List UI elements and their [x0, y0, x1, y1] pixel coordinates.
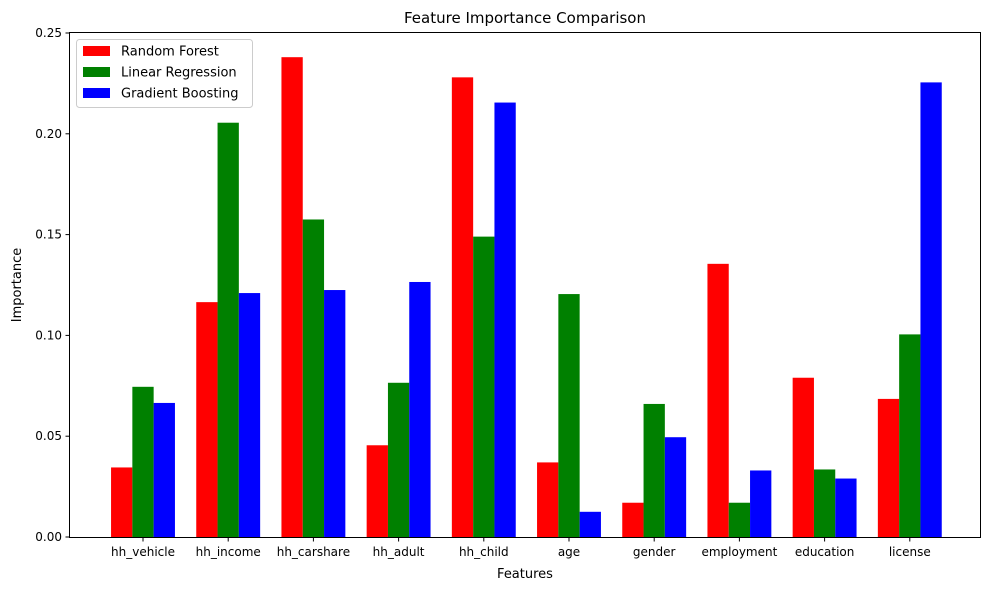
x-tick-label: gender: [633, 545, 676, 559]
bar-random-forest-hh-income: [196, 302, 218, 537]
bar-linear-regression-employment: [728, 502, 751, 537]
x-tick-label: hh_child: [459, 545, 509, 559]
bar-linear-regression-gender: [643, 403, 665, 537]
bar-gradient-boosting-hh-adult: [409, 281, 431, 537]
bar-random-forest-employment: [707, 263, 729, 537]
legend-swatch: [83, 46, 110, 56]
bar-linear-regression-hh-income: [217, 122, 239, 538]
x-tick-label: hh_adult: [373, 545, 425, 559]
x-tick-label: hh_carshare: [277, 545, 350, 559]
x-tick-label: license: [889, 545, 931, 559]
y-tick-label: 0.15: [35, 228, 62, 242]
bar-linear-regression-hh-child: [473, 236, 495, 537]
bar-gradient-boosting-gender: [664, 437, 687, 537]
bar-gradient-boosting-education: [835, 478, 857, 537]
bar-linear-regression-hh-adult: [387, 382, 410, 537]
y-tick-label: 0.25: [35, 26, 62, 40]
x-tick-label: age: [558, 545, 580, 559]
plot-frame: [69, 32, 981, 538]
bar-random-forest-gender: [622, 502, 644, 537]
bar-gradient-boosting-hh-income: [238, 293, 261, 537]
bar-random-forest-hh-vehicle: [111, 467, 133, 537]
bar-gradient-boosting-employment: [750, 470, 772, 537]
y-tick-label: 0.10: [35, 328, 62, 342]
chart-title: Feature Importance Comparison: [404, 9, 646, 27]
bar-linear-regression-age: [558, 294, 580, 537]
x-tick-label: hh_income: [196, 545, 261, 559]
bar-linear-regression-hh-vehicle: [132, 386, 154, 537]
bar-random-forest-hh-adult: [366, 445, 388, 537]
y-axis-label: Importance: [10, 248, 25, 323]
x-tick-label: employment: [701, 545, 777, 559]
x-tick-label: hh_vehicle: [111, 545, 175, 559]
legend-swatch: [83, 88, 110, 98]
legend-label: Gradient Boosting: [121, 87, 239, 102]
legend: Random Forest Linear Regression Gradient B…: [76, 39, 253, 108]
bar-random-forest-hh-child: [451, 77, 474, 537]
x-axis-label: Features: [497, 567, 553, 582]
legend-box: [76, 39, 253, 108]
bar-linear-regression-education: [813, 469, 836, 537]
bar-gradient-boosting-license: [920, 82, 942, 537]
bar-gradient-boosting-hh-child: [494, 102, 516, 538]
x-axis: hh_vehicle hh_income hh_carshare hh_adult hh…: [111, 537, 931, 559]
bar-random-forest-license: [877, 398, 900, 537]
legend-swatch: [83, 67, 110, 77]
bar-linear-regression-license: [899, 334, 921, 537]
bar-random-forest-age: [537, 462, 559, 537]
legend-label: Random Forest: [121, 45, 219, 60]
legend-label: Linear Regression: [121, 66, 237, 81]
bar-gradient-boosting-hh-carshare: [324, 290, 346, 537]
x-tick-label: education: [795, 545, 855, 559]
bar-gradient-boosting-hh-vehicle: [153, 402, 175, 537]
bar-linear-regression-hh-carshare: [302, 219, 325, 538]
y-axis: 0.00 0.05 0.10 0.15 0.20 0.25: [35, 26, 70, 544]
bar-random-forest-hh-carshare: [281, 57, 303, 537]
bars-group: [111, 57, 942, 538]
bar-random-forest-education: [792, 377, 814, 537]
bar-gradient-boosting-age: [579, 511, 601, 537]
y-tick-label: 0.00: [35, 530, 62, 544]
y-tick-label: 0.05: [35, 429, 62, 443]
y-tick-label: 0.20: [35, 127, 62, 141]
